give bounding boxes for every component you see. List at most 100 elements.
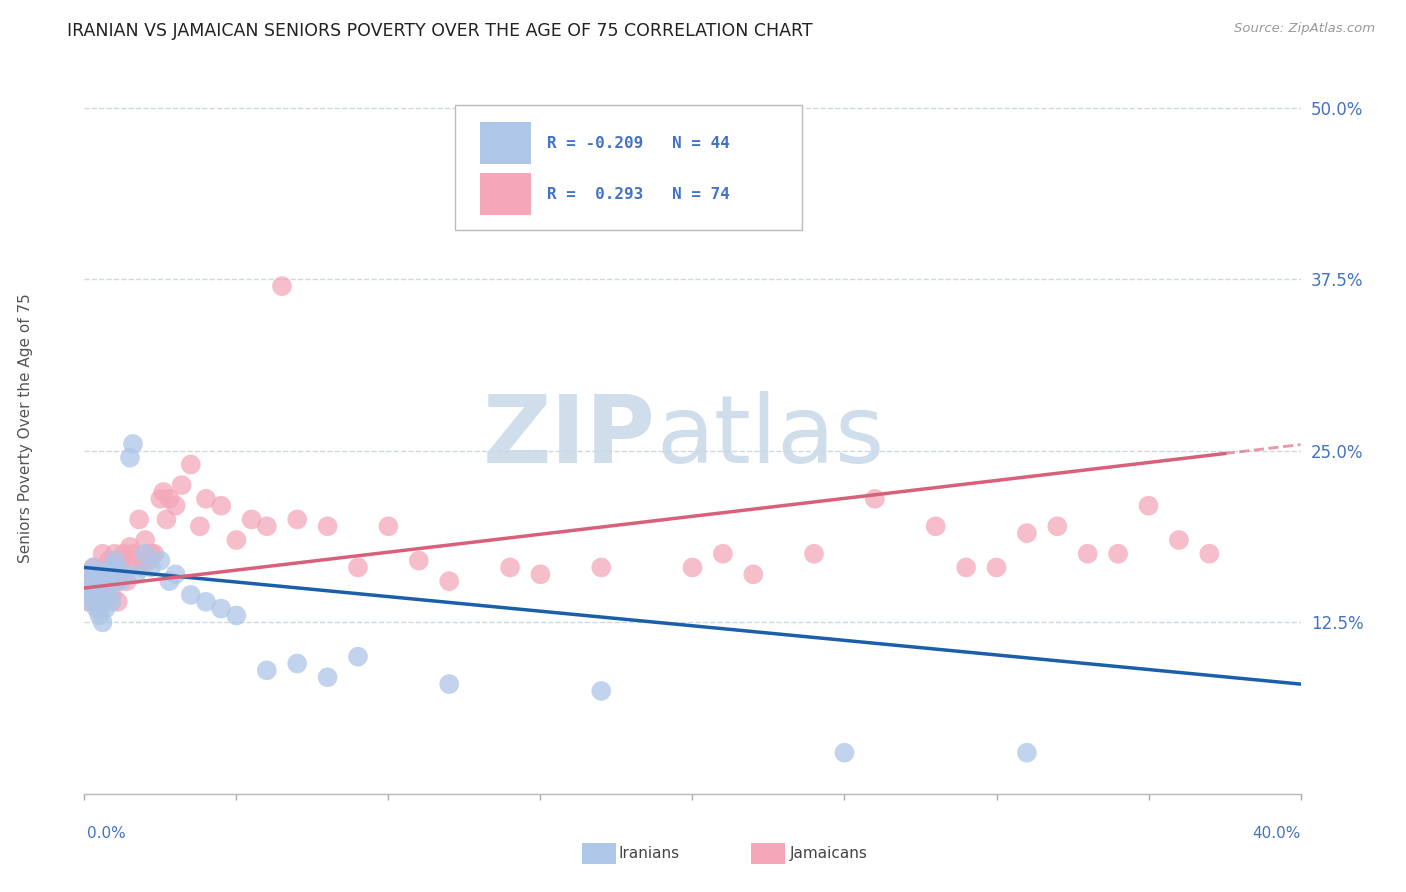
- Point: [79, 574, 101, 589]
- Point: [107, 560, 129, 574]
- Point: [125, 553, 148, 567]
- Point: [89, 567, 111, 582]
- Point: [128, 512, 150, 526]
- Point: [834, 746, 856, 760]
- Point: [682, 560, 704, 574]
- Text: Source: ZipAtlas.com: Source: ZipAtlas.com: [1234, 22, 1375, 36]
- Point: [131, 560, 153, 574]
- Point: [104, 547, 127, 561]
- Point: [408, 553, 430, 567]
- Point: [141, 547, 163, 561]
- Point: [159, 574, 181, 589]
- Point: [195, 595, 218, 609]
- Point: [91, 581, 114, 595]
- Point: [89, 567, 111, 582]
- Point: [82, 581, 104, 595]
- Point: [100, 588, 122, 602]
- Point: [122, 437, 145, 451]
- Point: [107, 574, 129, 589]
- Point: [863, 491, 886, 506]
- Point: [82, 560, 104, 574]
- Point: [285, 512, 308, 526]
- Point: [143, 547, 166, 561]
- Point: [165, 499, 187, 513]
- Text: atlas: atlas: [657, 391, 884, 483]
- Point: [180, 458, 202, 472]
- Point: [89, 588, 111, 602]
- Point: [591, 684, 613, 698]
- Point: [439, 574, 461, 589]
- Point: [240, 512, 263, 526]
- Point: [79, 567, 101, 582]
- Point: [134, 547, 156, 561]
- Point: [256, 664, 278, 678]
- Point: [118, 560, 141, 574]
- Point: [742, 567, 765, 582]
- Point: [1077, 547, 1099, 561]
- Point: [122, 547, 145, 561]
- Point: [986, 560, 1008, 574]
- Point: [104, 553, 127, 567]
- Point: [159, 491, 181, 506]
- FancyBboxPatch shape: [479, 173, 530, 215]
- Point: [180, 588, 202, 602]
- Point: [188, 519, 211, 533]
- Point: [82, 581, 104, 595]
- Point: [1015, 746, 1038, 760]
- Point: [195, 491, 218, 506]
- Point: [170, 478, 193, 492]
- Point: [100, 560, 122, 574]
- Point: [97, 553, 120, 567]
- Point: [94, 588, 117, 602]
- Point: [134, 533, 156, 547]
- Point: [955, 560, 977, 574]
- Point: [347, 560, 370, 574]
- Point: [118, 540, 141, 554]
- Text: ZIP: ZIP: [484, 391, 657, 483]
- Point: [91, 615, 114, 630]
- Point: [76, 588, 98, 602]
- Point: [209, 601, 232, 615]
- Point: [104, 574, 127, 589]
- Point: [100, 595, 122, 609]
- Point: [94, 560, 117, 574]
- Point: [1107, 547, 1129, 561]
- Point: [439, 677, 461, 691]
- Text: Seniors Poverty Over the Age of 75: Seniors Poverty Over the Age of 75: [18, 293, 32, 563]
- Point: [86, 574, 108, 589]
- Point: [82, 560, 104, 574]
- Point: [803, 547, 825, 561]
- Point: [86, 574, 108, 589]
- Point: [591, 560, 613, 574]
- Point: [225, 608, 247, 623]
- Point: [620, 211, 643, 225]
- Point: [76, 595, 98, 609]
- Point: [165, 567, 187, 582]
- Text: 40.0%: 40.0%: [1253, 827, 1301, 841]
- Point: [155, 512, 177, 526]
- Point: [125, 567, 148, 582]
- Point: [529, 567, 551, 582]
- Point: [89, 601, 111, 615]
- Text: Jamaicans: Jamaicans: [790, 847, 868, 861]
- Text: IRANIAN VS JAMAICAN SENIORS POVERTY OVER THE AGE OF 75 CORRELATION CHART: IRANIAN VS JAMAICAN SENIORS POVERTY OVER…: [67, 22, 813, 40]
- Point: [115, 574, 138, 589]
- Point: [94, 581, 117, 595]
- Point: [141, 560, 163, 574]
- Point: [499, 560, 522, 574]
- Point: [94, 601, 117, 615]
- Point: [149, 491, 172, 506]
- Point: [89, 608, 111, 623]
- Point: [136, 553, 159, 567]
- Point: [104, 567, 127, 582]
- FancyBboxPatch shape: [479, 122, 530, 164]
- Point: [1137, 499, 1160, 513]
- Point: [256, 519, 278, 533]
- Point: [285, 657, 308, 671]
- Text: Iranians: Iranians: [619, 847, 679, 861]
- Point: [110, 560, 132, 574]
- Point: [76, 574, 98, 589]
- Point: [225, 533, 247, 547]
- Point: [112, 567, 135, 582]
- Point: [97, 567, 120, 582]
